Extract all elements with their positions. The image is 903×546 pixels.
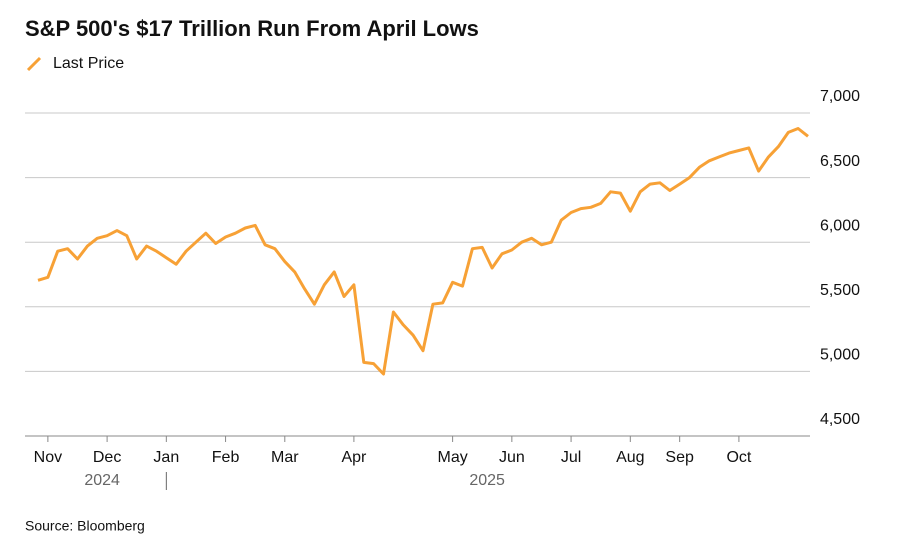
year-label: 2024 (84, 472, 120, 489)
x-tick-label: Apr (341, 449, 367, 466)
y-tick-label: 6,500 (820, 153, 860, 170)
x-tick-label: Nov (34, 449, 62, 466)
legend-label: Last Price (53, 55, 124, 72)
x-tick-label: May (437, 449, 467, 466)
x-tick-label: Jan (153, 449, 179, 466)
chart-title: S&P 500's $17 Trillion Run From April Lo… (25, 16, 479, 41)
y-tick-label: 5,000 (820, 347, 860, 364)
x-tick-label: Sep (665, 449, 694, 466)
x-tick-label: Dec (93, 449, 121, 466)
y-tick-label: 4,500 (820, 411, 860, 428)
source: Source: Bloomberg (25, 518, 145, 534)
x-tick-label: Jun (499, 449, 525, 466)
x-tick-label: Jul (561, 449, 581, 466)
y-tick-label: 6,000 (820, 217, 860, 234)
x-tick-label: Aug (616, 449, 644, 466)
x-tick-label: Oct (726, 449, 751, 466)
y-tick-label: 7,000 (820, 88, 860, 105)
x-tick-label: Mar (271, 449, 299, 466)
price-line (37, 127, 809, 376)
x-tick-label: Feb (212, 449, 240, 466)
y-tick-label: 5,500 (820, 282, 860, 299)
year-label: 2025 (469, 472, 505, 489)
legend-icon (26, 56, 42, 72)
